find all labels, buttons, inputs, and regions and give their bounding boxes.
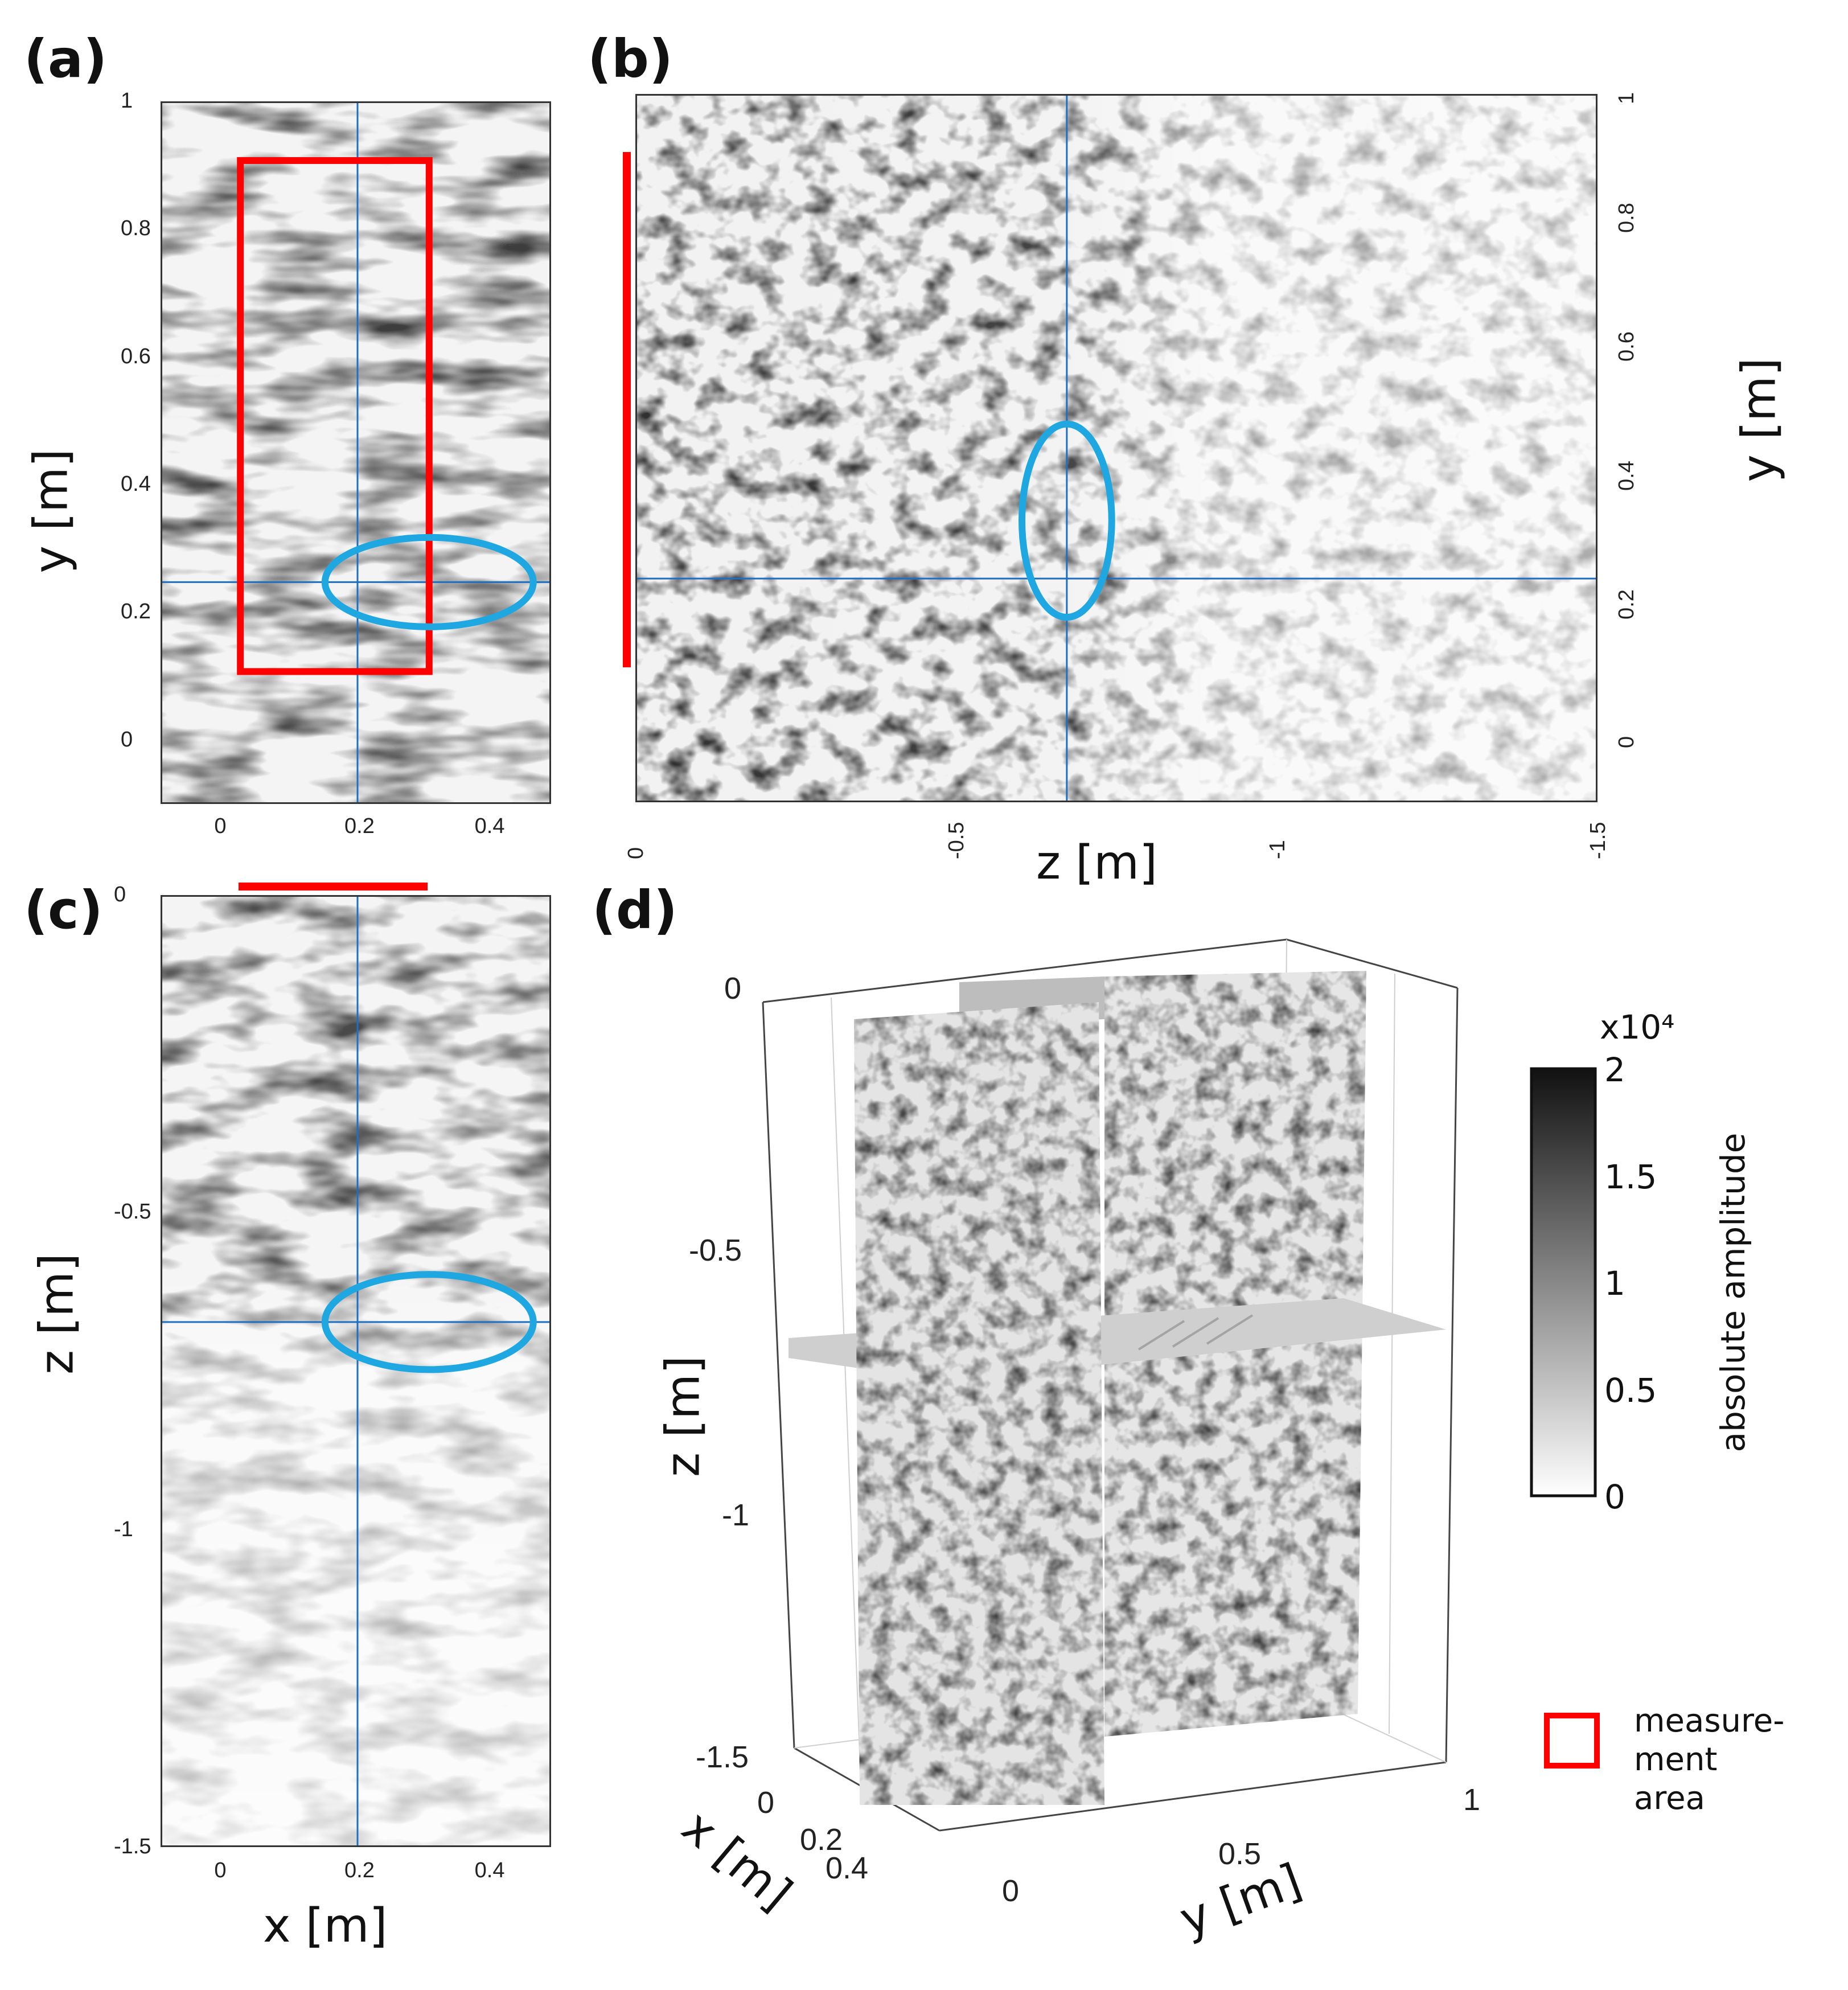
- panel-c-overlay: [162, 897, 549, 1845]
- panel-a-ytick: 0.4: [121, 472, 151, 497]
- highlight-ellipse: [321, 534, 537, 630]
- panel-c-ytick: -0.5: [114, 1200, 151, 1224]
- panel-c-measurement-bar: [239, 883, 428, 891]
- colorbar-bar: [1530, 1067, 1597, 1497]
- panel-c-ytick: -1.5: [114, 1835, 151, 1858]
- panel-b-xtick: 0: [624, 847, 648, 859]
- panel-a-ylabel: y [m]: [24, 449, 79, 573]
- panel-c-xtick: 0.2: [344, 1858, 375, 1882]
- panel-d-ytick: 0: [1002, 1874, 1020, 1908]
- panel-c-heatmap: [162, 897, 549, 1845]
- panel-d-ztick: 0: [724, 971, 742, 1006]
- panel-d-xlabel: x [m]: [672, 1799, 802, 1922]
- panel-d-xtick: 0.4: [826, 1851, 869, 1885]
- legend-line: ment: [1634, 1741, 1718, 1778]
- panel-d-zlabel: z [m]: [656, 1356, 711, 1477]
- colorbar-tick: 0.5: [1604, 1371, 1657, 1410]
- legend-measurement-swatch: [1544, 1713, 1600, 1769]
- panel-a-xtick: 0.2: [344, 814, 375, 838]
- panel-b-ytick: 0.4: [1615, 460, 1638, 491]
- legend-line: measure-: [1634, 1702, 1785, 1739]
- panel-c-xtick: 0.4: [474, 1858, 505, 1882]
- panel-b-measurement-bar: [623, 151, 631, 667]
- panel-d-ztick: -1.5: [696, 1740, 749, 1774]
- panel-b-ytick: 0: [1615, 736, 1638, 748]
- panel-b-letter: (b): [588, 28, 673, 89]
- highlight-ellipse: [321, 1271, 537, 1373]
- panel-d-ytick: 0.5: [1218, 1837, 1262, 1871]
- panel-a-overlay: [162, 103, 549, 802]
- panel-c-ytick: -1: [114, 1517, 133, 1541]
- panel-c-plot: [161, 895, 551, 1847]
- highlight-ellipse: [1019, 420, 1115, 621]
- panel-b-xtick: -1: [1265, 840, 1290, 859]
- panel-a-ytick: 0: [121, 727, 133, 752]
- colorbar-tick: 0: [1604, 1478, 1625, 1516]
- panel-c-ytick: 0: [114, 883, 126, 906]
- panel-d-xtick: 0: [757, 1786, 775, 1820]
- panel-b-ytick: 0.6: [1615, 331, 1638, 362]
- colorbar-exponent: x10⁴: [1600, 1008, 1675, 1047]
- panel-a-ytick: 1: [121, 89, 133, 113]
- panel-b-ytick: 0.8: [1615, 203, 1638, 233]
- panel-a-plot: [161, 101, 551, 804]
- panel-a-ytick: 0.2: [121, 600, 151, 624]
- panel-d-ztick: -1: [722, 1498, 750, 1532]
- panel-a-letter: (a): [24, 28, 108, 89]
- panel-b-heatmap: [637, 96, 1596, 801]
- panel-c-xlabel: x [m]: [263, 1899, 388, 1953]
- panel-d-ztick: -0.5: [689, 1233, 742, 1267]
- panel-b-ylabel: y [m]: [1732, 358, 1787, 482]
- colorbar-tick: 1: [1604, 1264, 1625, 1303]
- panel-b-xtick: -0.5: [944, 822, 969, 859]
- panel-b-plot: [635, 94, 1598, 802]
- panel-d-letter: (d): [592, 880, 677, 941]
- panel-a-ytick: 0.6: [121, 344, 151, 368]
- colorbar-tick: 2: [1604, 1051, 1625, 1089]
- panel-b-ytick: 0.2: [1615, 589, 1638, 619]
- panel-a-xtick: 0.4: [474, 814, 505, 838]
- panel-d-box: [762, 938, 1459, 1832]
- colorbar-label: absolute amplitude: [1714, 1133, 1752, 1453]
- panel-b-overlay: [637, 96, 1596, 801]
- panel-c-ylabel: z [m]: [30, 1253, 84, 1374]
- panel-b-xlabel: z [m]: [1036, 836, 1157, 890]
- measurement-area-rect: [237, 157, 433, 675]
- panel-a-heatmap: [162, 103, 549, 802]
- legend-line: area: [1634, 1780, 1705, 1817]
- panel-a-xtick: 0: [214, 814, 227, 838]
- panel-d-xtick: 0.2: [800, 1823, 843, 1857]
- panel-b-ytick: 1: [1615, 92, 1638, 104]
- panel-c-xtick: 0: [214, 1858, 227, 1882]
- colorbar-tick: 1.5: [1604, 1157, 1657, 1196]
- panel-d-ytick: 1: [1463, 1783, 1481, 1817]
- panel-b-xtick: -1.5: [1586, 822, 1610, 859]
- panel-a-ytick: 0.8: [121, 216, 151, 241]
- panel-c-letter: (c): [24, 880, 103, 941]
